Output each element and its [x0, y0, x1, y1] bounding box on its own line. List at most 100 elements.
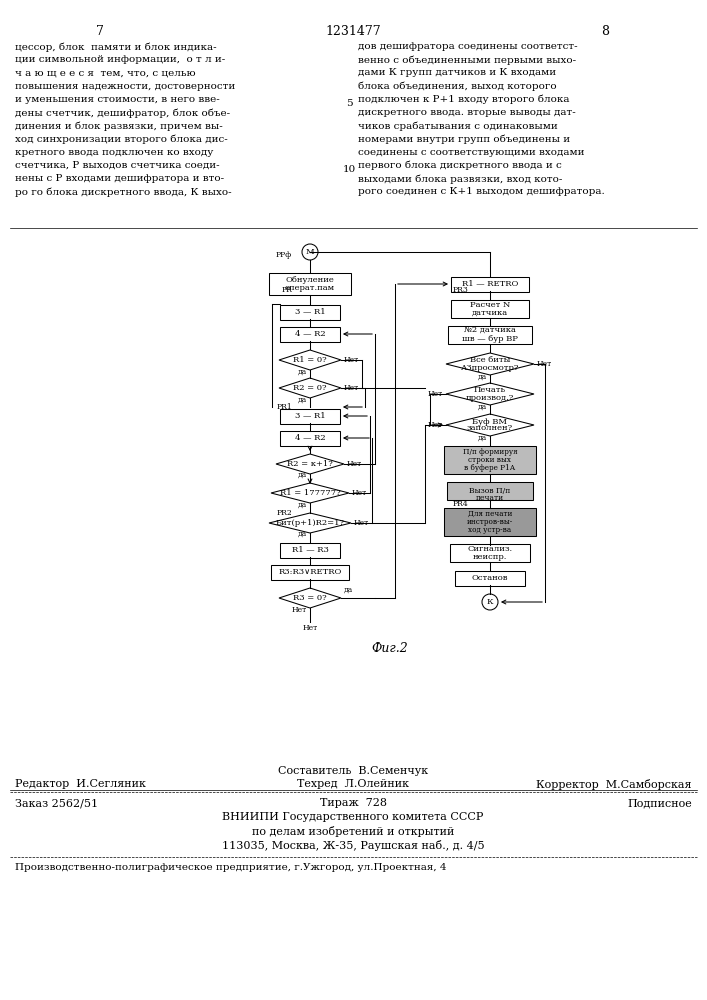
Circle shape — [482, 594, 498, 610]
Text: Нет: Нет — [344, 384, 359, 392]
Bar — [271, 564, 349, 580]
Text: 8: 8 — [601, 25, 609, 38]
Text: Заказ 2562/51: Заказ 2562/51 — [15, 798, 98, 808]
Text: первого блока дискретного ввода и с: первого блока дискретного ввода и с — [358, 161, 562, 170]
Polygon shape — [446, 383, 534, 405]
Polygon shape — [271, 483, 349, 503]
Text: да: да — [478, 403, 487, 411]
Text: PR1: PR1 — [276, 403, 292, 411]
Text: №2 датчика: №2 датчика — [464, 327, 516, 335]
Text: 4 — R2: 4 — R2 — [295, 330, 325, 338]
Text: датчика: датчика — [472, 309, 508, 317]
Circle shape — [302, 244, 318, 260]
Text: ро го блока дискретного ввода, К выхо-: ро го блока дискретного ввода, К выхо- — [15, 187, 232, 197]
Text: Корректор  М.Самборская: Корректор М.Самборская — [537, 779, 692, 790]
Text: Подписное: Подписное — [627, 798, 692, 808]
Text: R2 = 0?: R2 = 0? — [293, 384, 327, 392]
Text: повышения надежности, достоверности: повышения надежности, достоверности — [15, 82, 235, 91]
Text: и уменьшения стоимости, в него вве-: и уменьшения стоимости, в него вве- — [15, 95, 220, 104]
Bar — [447, 482, 533, 500]
Text: Буф ВМ: Буф ВМ — [472, 418, 508, 426]
Bar — [444, 508, 536, 536]
Text: выходами блока развязки, вход кото-: выходами блока развязки, вход кото- — [358, 174, 562, 184]
Bar — [269, 273, 351, 295]
Text: дами К групп датчиков и К входами: дами К групп датчиков и К входами — [358, 68, 556, 77]
Text: Нет: Нет — [537, 360, 552, 368]
Text: в буфере Р1А: в буфере Р1А — [464, 464, 515, 472]
Text: Печать: Печать — [474, 386, 506, 394]
Bar — [451, 300, 529, 318]
Text: РРф: РРф — [276, 251, 292, 259]
Text: венно с объединенными первыми выхо-: венно с объединенными первыми выхо- — [358, 55, 576, 65]
Text: Сигнализ.: Сигнализ. — [467, 545, 513, 553]
Text: Бит(р+1)R2=1?: Бит(р+1)R2=1? — [276, 519, 344, 527]
Text: Нет: Нет — [344, 356, 359, 364]
Text: дов дешифратора соединены соответст-: дов дешифратора соединены соответст- — [358, 42, 578, 51]
Text: Нет: Нет — [303, 624, 317, 632]
Text: ход устр-ва: ход устр-ва — [469, 526, 512, 534]
Text: кретного ввода подключен ко входу: кретного ввода подключен ко входу — [15, 148, 214, 157]
Text: R3 = 0?: R3 = 0? — [293, 594, 327, 602]
Text: 10: 10 — [342, 165, 356, 174]
Text: К: К — [486, 598, 493, 606]
Text: R1 = 0?: R1 = 0? — [293, 356, 327, 364]
Text: да: да — [298, 471, 307, 479]
Text: ч а ю щ е е с я  тем, что, с целью: ч а ю щ е е с я тем, что, с целью — [15, 68, 196, 77]
Text: да: да — [478, 434, 487, 442]
Text: дискретного ввода. вторые выводы дат-: дискретного ввода. вторые выводы дат- — [358, 108, 575, 117]
Text: 3 — R1: 3 — R1 — [295, 308, 325, 316]
Text: печати: печати — [476, 494, 504, 502]
Text: Техред  Л.Олейник: Техред Л.Олейник — [297, 779, 409, 789]
Text: Фиг.2: Фиг.2 — [372, 642, 409, 655]
Text: Нет: Нет — [352, 489, 367, 497]
Text: производ.?: производ.? — [466, 393, 514, 401]
Text: 1231477: 1231477 — [325, 25, 381, 38]
Text: АЗпросмотр?: АЗпросмотр? — [461, 363, 519, 371]
Text: Расчет N: Расчет N — [470, 301, 510, 309]
Text: PR4: PR4 — [452, 500, 468, 508]
Polygon shape — [446, 414, 534, 436]
Text: Нет: Нет — [428, 421, 443, 429]
Text: R1 — R3: R1 — R3 — [291, 546, 329, 554]
Text: 113035, Москва, Ж-35, Раушская наб., д. 4/5: 113035, Москва, Ж-35, Раушская наб., д. … — [222, 840, 484, 851]
Bar — [280, 430, 340, 446]
Polygon shape — [269, 513, 351, 533]
Polygon shape — [446, 353, 534, 375]
Text: Обнуление: Обнуление — [286, 276, 334, 284]
Bar — [280, 326, 340, 342]
Text: чиков срабатывания с одинаковыми: чиков срабатывания с одинаковыми — [358, 121, 558, 131]
Text: да: да — [344, 586, 354, 594]
Polygon shape — [279, 350, 341, 370]
Text: строки вых: строки вых — [469, 456, 511, 464]
Text: рого соединен с К+1 выходом дешифратора.: рого соединен с К+1 выходом дешифратора. — [358, 187, 604, 196]
Text: да: да — [298, 501, 307, 509]
Text: дены счетчик, дешифратор, блок объе-: дены счетчик, дешифратор, блок объе- — [15, 108, 230, 117]
Text: R3:R3∨RETRO: R3:R3∨RETRO — [279, 568, 341, 576]
Bar — [455, 570, 525, 585]
Text: 5: 5 — [346, 99, 352, 108]
Text: П/п формируя: П/п формируя — [462, 448, 518, 456]
Text: нены с Р входами дешифратора и вто-: нены с Р входами дешифратора и вто- — [15, 174, 224, 183]
Text: заполнен?: заполнен? — [467, 424, 513, 432]
Text: 4 — R2: 4 — R2 — [295, 434, 325, 442]
Text: Тираж  728: Тираж 728 — [320, 798, 387, 808]
Text: R1 — RETRO: R1 — RETRO — [462, 280, 518, 288]
Text: Нет: Нет — [347, 460, 362, 468]
Text: счетчика, Р выходов счетчика соеди-: счетчика, Р выходов счетчика соеди- — [15, 161, 220, 170]
Text: Вызов П/п: Вызов П/п — [469, 487, 510, 495]
Bar — [451, 276, 529, 292]
Polygon shape — [279, 588, 341, 608]
Text: R2 = к+1?: R2 = к+1? — [287, 460, 333, 468]
Text: Для печати: Для печати — [468, 510, 512, 518]
Text: соединены с соответствующими входами: соединены с соответствующими входами — [358, 148, 585, 157]
Text: шв — бур ВР: шв — бур ВР — [462, 335, 518, 343]
Text: R1 = 177777?: R1 = 177777? — [280, 489, 340, 497]
Bar — [280, 304, 340, 320]
Text: PR2: PR2 — [276, 509, 292, 517]
Bar — [280, 542, 340, 558]
Text: операт.пам: операт.пам — [285, 284, 335, 292]
Text: Нет: Нет — [292, 606, 307, 614]
Text: PR: PR — [281, 286, 292, 294]
Text: Производственно-полиграфическое предприятие, г.Ужгород, ул.Проектная, 4: Производственно-полиграфическое предприя… — [15, 863, 447, 872]
Text: ход синхронизации второго блока дис-: ход синхронизации второго блока дис- — [15, 134, 228, 144]
